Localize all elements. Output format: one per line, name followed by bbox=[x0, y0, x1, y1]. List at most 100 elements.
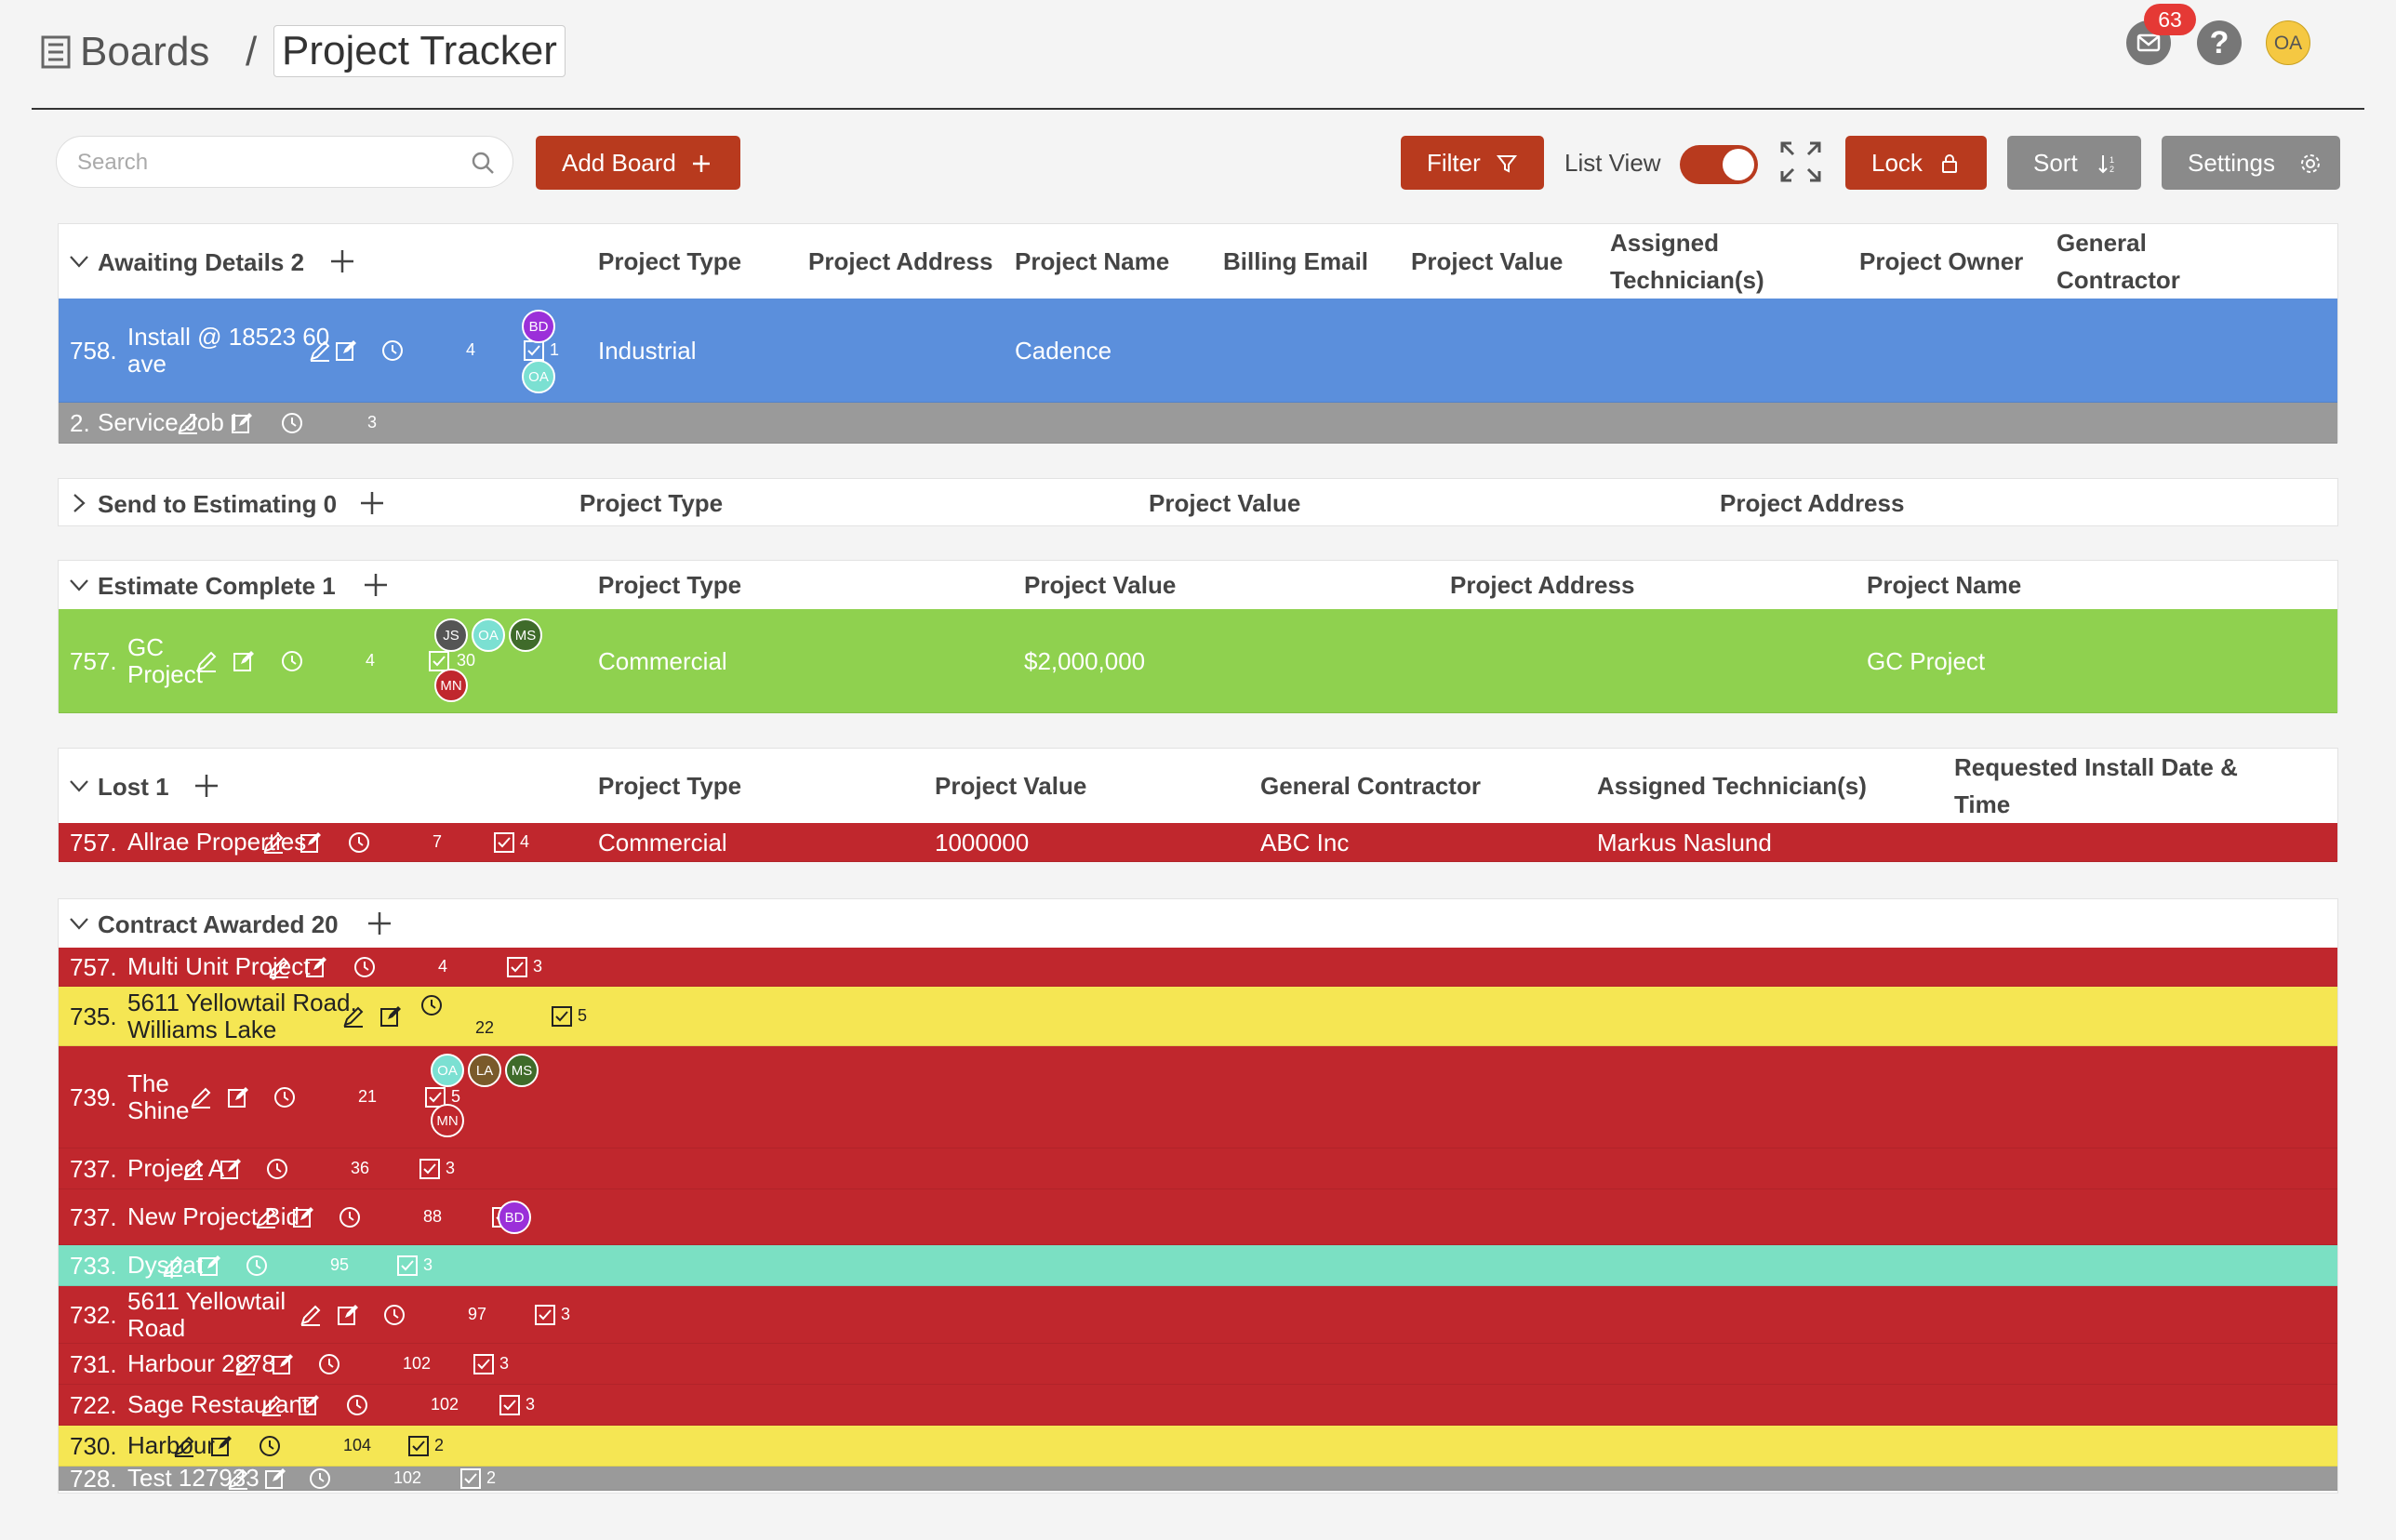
clock-icon[interactable] bbox=[280, 649, 304, 673]
pencil-icon[interactable] bbox=[181, 1157, 206, 1181]
checkbox-icon[interactable] bbox=[406, 1434, 431, 1458]
item-name[interactable]: Project A bbox=[127, 1154, 225, 1182]
clock-icon[interactable] bbox=[317, 1352, 341, 1376]
add-item-plus-icon[interactable] bbox=[358, 489, 386, 517]
settings-button[interactable]: Settings bbox=[2162, 136, 2340, 190]
group-title[interactable]: Contract Awarded 20 bbox=[98, 910, 339, 938]
group-title[interactable]: Lost 1 bbox=[98, 773, 169, 801]
add-item-plus-icon[interactable] bbox=[328, 247, 356, 275]
edit-icon[interactable] bbox=[336, 1303, 360, 1327]
table-row[interactable]: 733. Dyspat 95 3 bbox=[59, 1245, 2337, 1286]
edit-icon[interactable] bbox=[219, 1157, 243, 1181]
table-row[interactable]: 735. 5611 Yellowtail Road, Williams Lake 2… bbox=[59, 987, 2337, 1046]
clock-icon[interactable] bbox=[265, 1157, 289, 1181]
checkbox-icon[interactable] bbox=[418, 1157, 442, 1181]
sort-button[interactable]: Sort 1 2 bbox=[2007, 136, 2141, 190]
item-name[interactable]: Service Job I bbox=[98, 408, 238, 436]
clock-icon[interactable] bbox=[273, 1085, 297, 1109]
edit-icon[interactable] bbox=[232, 649, 256, 673]
group-title[interactable]: Send to Estimating 0 bbox=[98, 490, 338, 518]
chevron-down-icon[interactable] bbox=[68, 250, 90, 272]
edit-icon[interactable] bbox=[271, 1352, 295, 1376]
table-row[interactable]: 722. Sage Restaurant 102 3 bbox=[59, 1385, 2337, 1426]
page-title[interactable]: Project Tracker bbox=[273, 25, 566, 77]
edit-icon[interactable] bbox=[209, 1434, 233, 1458]
table-row[interactable]: 737. Project A 36 3 bbox=[59, 1148, 2337, 1189]
clock-icon[interactable] bbox=[280, 411, 304, 435]
pencil-icon[interactable] bbox=[261, 830, 286, 855]
assignee-avatar[interactable]: MN bbox=[434, 669, 468, 702]
pencil-icon[interactable] bbox=[254, 1205, 278, 1229]
table-row[interactable]: 739. The Shine 21 5 OA LA MS MN bbox=[59, 1046, 2337, 1148]
item-name[interactable]: Multi Unit Project bbox=[127, 952, 311, 980]
chevron-right-icon[interactable] bbox=[68, 492, 90, 514]
item-name[interactable]: GC Project bbox=[127, 633, 203, 688]
search-box[interactable]: Search bbox=[56, 136, 513, 188]
clock-icon[interactable] bbox=[380, 339, 405, 363]
edit-icon[interactable] bbox=[304, 955, 328, 979]
clock-icon[interactable] bbox=[338, 1205, 362, 1229]
assignee-avatar[interactable]: MS bbox=[509, 618, 542, 652]
pencil-icon[interactable] bbox=[308, 339, 332, 363]
item-name[interactable]: 5611 Yellowtail Road, Williams Lake bbox=[127, 989, 357, 1043]
table-row[interactable]: 757. GC Project 4 30 JS OA MS MN Commercial $2,00… bbox=[59, 609, 2337, 713]
assignee-avatar[interactable]: BD bbox=[498, 1201, 531, 1234]
item-name[interactable]: Install @ 18523 60 ave bbox=[127, 323, 330, 378]
checkbox-icon[interactable] bbox=[427, 649, 451, 673]
chevron-down-icon[interactable] bbox=[68, 775, 90, 797]
help-button[interactable]: ? bbox=[2197, 20, 2242, 65]
group-title[interactable]: Estimate Complete 1 bbox=[98, 572, 336, 600]
assignee-avatar[interactable]: LA bbox=[468, 1054, 501, 1087]
add-board-button[interactable]: Add Board bbox=[536, 136, 740, 190]
clock-icon[interactable] bbox=[245, 1254, 269, 1278]
add-item-plus-icon[interactable] bbox=[193, 772, 220, 800]
fullscreen-icon[interactable] bbox=[1778, 139, 1823, 184]
item-name[interactable]: Sage Restaurant bbox=[127, 1390, 310, 1418]
edit-icon[interactable] bbox=[230, 411, 254, 435]
pencil-icon[interactable] bbox=[267, 955, 291, 979]
pencil-icon[interactable] bbox=[176, 411, 200, 435]
breadcrumb-boards[interactable]: Boards bbox=[80, 29, 210, 74]
table-row[interactable]: 757. Allrae Properties 7 4 Commercial 1000000… bbox=[59, 823, 2337, 862]
pencil-icon[interactable] bbox=[299, 1303, 323, 1327]
checkbox-icon[interactable] bbox=[472, 1352, 496, 1376]
edit-icon[interactable] bbox=[379, 1004, 403, 1029]
lock-button[interactable]: Lock bbox=[1845, 136, 1987, 190]
item-name[interactable]: The Shine bbox=[127, 1069, 190, 1124]
clock-icon[interactable] bbox=[347, 830, 371, 855]
pencil-icon[interactable] bbox=[233, 1352, 258, 1376]
add-item-plus-icon[interactable] bbox=[366, 909, 393, 937]
user-avatar[interactable]: OA bbox=[2266, 20, 2310, 65]
clock-icon[interactable] bbox=[353, 955, 377, 979]
table-row[interactable]: 758. Install @ 18523 60 ave 4 1 BD OA Industri… bbox=[59, 299, 2337, 403]
edit-icon[interactable] bbox=[198, 1254, 222, 1278]
edit-icon[interactable] bbox=[299, 830, 323, 855]
clock-icon[interactable] bbox=[308, 1467, 332, 1491]
assignee-avatar[interactable]: MN bbox=[431, 1104, 464, 1137]
pencil-icon[interactable] bbox=[189, 1085, 213, 1109]
checkbox-icon[interactable] bbox=[498, 1393, 522, 1417]
pencil-icon[interactable] bbox=[161, 1254, 185, 1278]
table-row[interactable]: 2. Service Job I 3 bbox=[59, 403, 2337, 444]
group-title[interactable]: Awaiting Details 2 bbox=[98, 248, 305, 276]
pencil-icon[interactable] bbox=[260, 1393, 284, 1417]
clock-icon[interactable] bbox=[382, 1303, 406, 1327]
item-name[interactable]: 5611 Yellowtail Road bbox=[127, 1287, 286, 1342]
chevron-down-icon[interactable] bbox=[68, 574, 90, 596]
assignee-avatar[interactable]: OA bbox=[522, 360, 555, 393]
checkbox-icon[interactable] bbox=[550, 1004, 574, 1029]
list-view-toggle[interactable] bbox=[1680, 145, 1758, 184]
clock-icon[interactable] bbox=[258, 1434, 282, 1458]
edit-icon[interactable] bbox=[334, 339, 358, 363]
table-row[interactable]: 737.New Project Bid883BD bbox=[59, 1189, 2337, 1245]
pencil-icon[interactable] bbox=[341, 1004, 366, 1029]
item-name[interactable]: Harbour bbox=[127, 1431, 215, 1459]
table-row[interactable]: 732. 5611 Yellowtail Road 97 3 bbox=[59, 1286, 2337, 1344]
pencil-icon[interactable] bbox=[172, 1434, 196, 1458]
checkbox-icon[interactable] bbox=[423, 1085, 447, 1109]
clock-icon[interactable] bbox=[419, 993, 444, 1017]
search-input[interactable]: Search bbox=[77, 150, 149, 175]
pencil-icon[interactable] bbox=[226, 1467, 250, 1491]
item-name[interactable]: Allrae Properties bbox=[127, 828, 307, 856]
table-row[interactable]: 730. Harbour 104 2 bbox=[59, 1426, 2337, 1467]
